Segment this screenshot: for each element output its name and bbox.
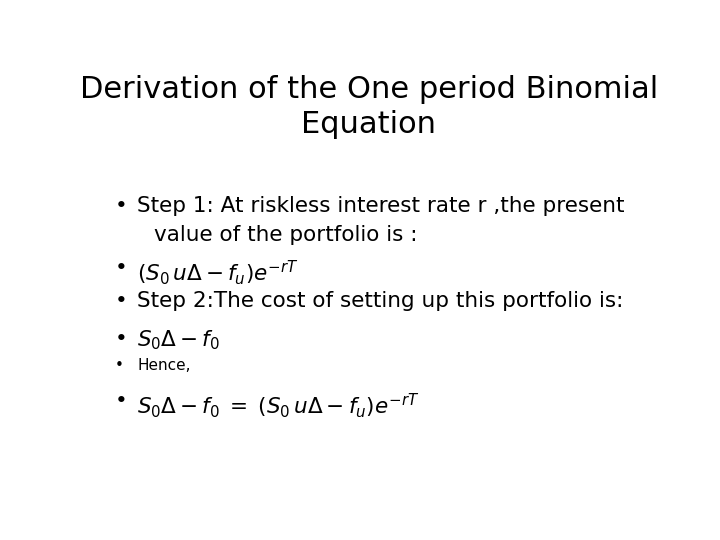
Text: •: • [115, 292, 128, 312]
Text: Step 2:The cost of setting up this portfolio is:: Step 2:The cost of setting up this portf… [138, 292, 624, 312]
Text: •: • [115, 358, 124, 373]
Text: $(S_0\, u\Delta - f_u)e^{-rT}$: $(S_0\, u\Delta - f_u)e^{-rT}$ [138, 258, 299, 287]
Text: $S_0\Delta - f_0$: $S_0\Delta - f_0$ [138, 329, 220, 353]
Text: •: • [115, 196, 128, 216]
Text: •: • [115, 258, 128, 278]
Text: •: • [115, 329, 128, 349]
Text: value of the portfolio is :: value of the portfolio is : [154, 225, 418, 245]
Text: $S_0\Delta - f_0 \;=\; (S_0\, u\Delta - f_u)e^{-rT}$: $S_0\Delta - f_0 \;=\; (S_0\, u\Delta - … [138, 391, 420, 420]
Text: Step 1: At riskless interest rate r ,the present: Step 1: At riskless interest rate r ,the… [138, 196, 625, 216]
Text: Derivation of the One period Binomial
Equation: Derivation of the One period Binomial Eq… [80, 75, 658, 139]
Text: Hence,: Hence, [138, 358, 191, 373]
Text: •: • [115, 391, 128, 411]
